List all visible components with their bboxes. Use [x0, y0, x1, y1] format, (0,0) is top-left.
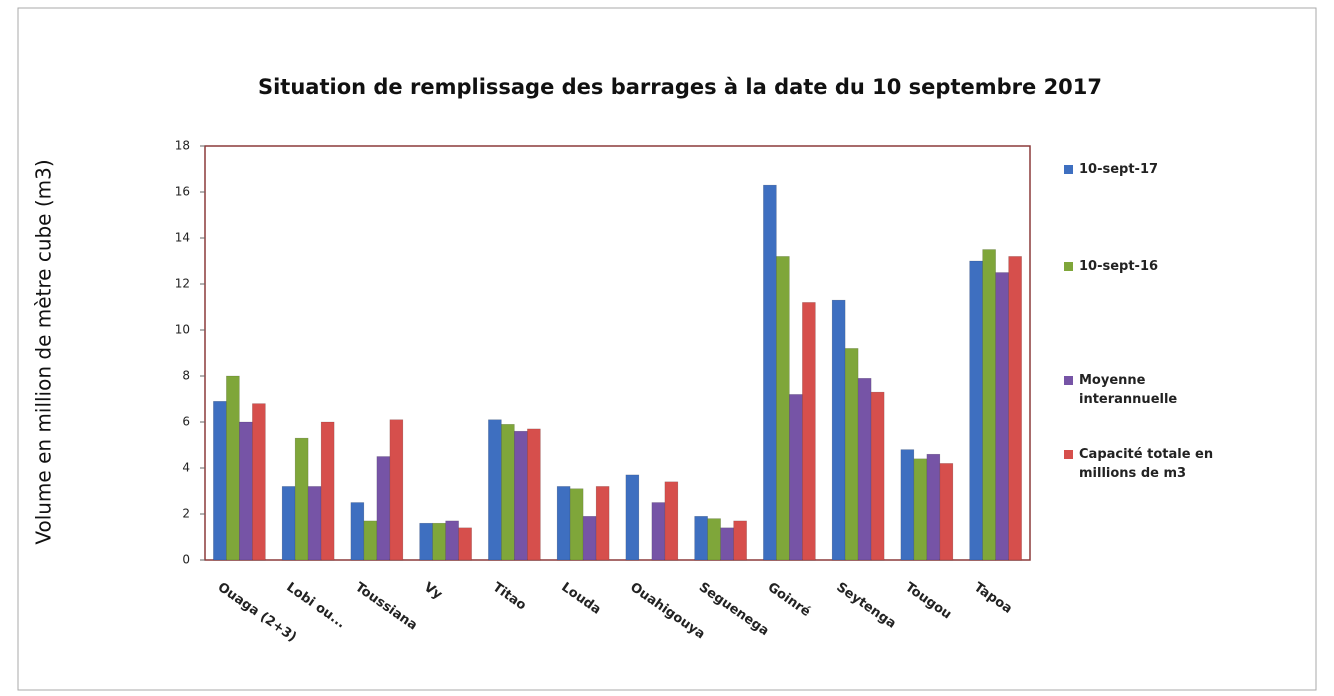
- bar: [514, 430, 528, 561]
- legend-swatch: [1064, 165, 1073, 174]
- y-tick-label: 10: [175, 323, 190, 337]
- legend-swatch: [1064, 450, 1073, 459]
- bar: [226, 375, 240, 561]
- bar: [389, 419, 404, 561]
- bar: [720, 527, 734, 561]
- legend-label: 10-sept-16: [1079, 259, 1159, 274]
- bar: [582, 516, 597, 561]
- bar: [870, 391, 885, 561]
- bar: [625, 474, 640, 561]
- bar: [445, 520, 459, 561]
- bar: [458, 527, 472, 561]
- bar: [694, 516, 708, 561]
- bar: [844, 348, 859, 561]
- bar: [763, 184, 777, 561]
- bar: [350, 502, 365, 561]
- y-tick-label: 12: [175, 277, 190, 291]
- y-tick-label: 16: [175, 185, 190, 199]
- bar: [651, 502, 666, 561]
- bar: [569, 488, 584, 561]
- legend-swatch: [1064, 262, 1073, 271]
- legend-item: Capacité totale en millions de m3: [1064, 445, 1264, 483]
- y-tick-label: 4: [182, 461, 190, 475]
- bar: [926, 453, 941, 561]
- bar: [363, 520, 378, 561]
- bar: [252, 403, 266, 561]
- y-tick-label: 2: [182, 507, 190, 521]
- bar: [213, 401, 227, 561]
- y-tick-label: 0: [182, 553, 190, 567]
- bar: [595, 486, 610, 561]
- bar: [802, 302, 816, 561]
- bar: [281, 486, 296, 561]
- bar: [376, 456, 391, 561]
- legend-label: 10-sept-17: [1079, 162, 1159, 177]
- bar: [939, 463, 954, 561]
- bar: [432, 522, 446, 561]
- bar: [733, 520, 747, 561]
- bar: [239, 421, 253, 561]
- bar: [857, 378, 872, 561]
- bar: [913, 458, 928, 561]
- bar: [995, 272, 1009, 561]
- bar: [294, 437, 309, 561]
- legend-label: Moyenne interannuelle: [1079, 373, 1178, 407]
- bar: [831, 299, 846, 561]
- y-tick-label: 8: [182, 369, 190, 383]
- bar: [789, 394, 803, 561]
- legend-item: 10-sept-16: [1064, 257, 1264, 276]
- bar: [488, 419, 502, 561]
- bar: [664, 481, 679, 561]
- bar: [556, 486, 571, 561]
- legend-swatch: [1064, 376, 1073, 385]
- bar: [1008, 256, 1022, 561]
- y-tick-label: 14: [175, 231, 190, 245]
- bar: [776, 256, 790, 561]
- y-tick-label: 6: [182, 415, 190, 429]
- bar: [307, 486, 322, 561]
- chart-title: Situation de remplissage des barrages à …: [258, 75, 1102, 99]
- bar: [982, 249, 996, 561]
- legend-item: 10-sept-17: [1064, 160, 1264, 179]
- bar: [527, 428, 541, 561]
- bar: [419, 522, 433, 561]
- bar: [969, 260, 983, 561]
- bar: [707, 518, 721, 561]
- bar: [320, 421, 335, 561]
- chart-border: [17, 7, 1317, 691]
- legend-item: Moyenne interannuelle: [1064, 371, 1264, 409]
- y-tick-label: 18: [175, 139, 190, 153]
- plot-frame: [204, 145, 1031, 561]
- y-axis-label: Volume en million de mètre cube (m3): [32, 159, 56, 544]
- legend-label: Capacité totale en millions de m3: [1079, 447, 1214, 481]
- bar: [900, 449, 915, 561]
- bar: [501, 424, 515, 561]
